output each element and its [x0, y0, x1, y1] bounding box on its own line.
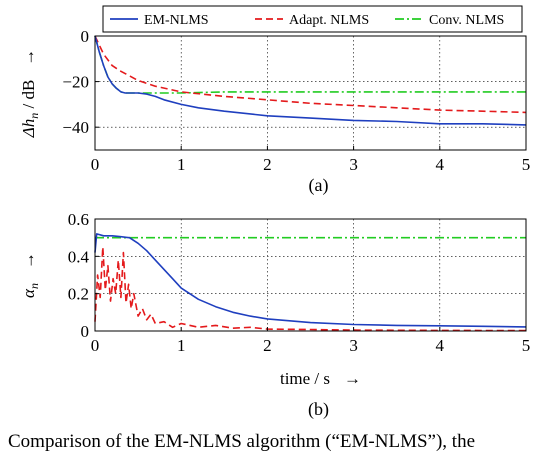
x-tick-label: 1 — [177, 155, 186, 174]
series-line-em — [94, 35, 527, 126]
legend-label-adapt: Adapt. NLMS — [289, 13, 369, 28]
y-axis-label-b: αn→ — [19, 252, 41, 298]
x-tick-label: 0 — [91, 155, 100, 174]
legend-label-conv: Conv. NLMS — [429, 13, 504, 28]
y-tick-label: 0.6 — [68, 210, 89, 229]
y-tick-label: 0.2 — [68, 285, 89, 304]
y-axis-label-a: Δhn / dB→ — [19, 49, 41, 139]
x-tick-label: 4 — [436, 336, 445, 355]
ticks-a: 0 1 2 3 4 5 0 −20 −40 — [62, 27, 530, 174]
x-tick-label: 3 — [349, 155, 358, 174]
x-tick-label: 5 — [522, 336, 531, 355]
x-tick-label: 2 — [263, 336, 272, 355]
x-tick-label: 0 — [91, 336, 100, 355]
y-tick-label: 0.4 — [68, 247, 90, 266]
y-tick-label: 0 — [81, 322, 90, 341]
x-tick-label: 2 — [263, 155, 272, 174]
figure-caption: Comparison of the EM-NLMS algorithm (“EM… — [8, 431, 475, 452]
plot-frame-a — [94, 35, 527, 151]
series-line-adapt — [94, 246, 527, 332]
panel-label-a: (a) — [309, 175, 329, 196]
x-tick-label: 5 — [522, 155, 531, 174]
series-line-adapt — [94, 35, 527, 114]
ticks-b: 0 1 2 3 4 5 0 0.2 0.4 0.6 — [68, 210, 531, 355]
x-tick-label: 1 — [177, 336, 186, 355]
panel-label-b: (b) — [308, 399, 329, 420]
series-line-conv — [94, 35, 526, 94]
x-tick-label: 4 — [436, 155, 445, 174]
series-lines-b — [94, 233, 527, 332]
panel-a: 0 1 2 3 4 5 0 −20 −40 Δhn / dB→ (a) EM-NLMS Adapt… — [19, 5, 530, 196]
y-tick-label: −40 — [62, 118, 89, 137]
x-tick-label: 3 — [349, 336, 358, 355]
y-tick-label: 0 — [81, 27, 90, 46]
grid-b — [95, 219, 526, 331]
series-lines-a — [94, 35, 527, 126]
grid-a — [95, 36, 526, 150]
legend-label-em: EM-NLMS — [144, 13, 209, 28]
x-axis-label-b: time / s → — [280, 369, 361, 388]
legend: EM-NLMS Adapt. NLMS Conv. NLMS — [102, 5, 523, 33]
legend-box — [102, 5, 523, 33]
series-line-em — [94, 233, 527, 328]
y-tick-label: −20 — [62, 73, 89, 92]
panel-b: 0 1 2 3 4 5 0 0.2 0.4 0.6 αn→ time / s → (b) — [19, 210, 530, 420]
plot-frame-b — [94, 218, 527, 332]
